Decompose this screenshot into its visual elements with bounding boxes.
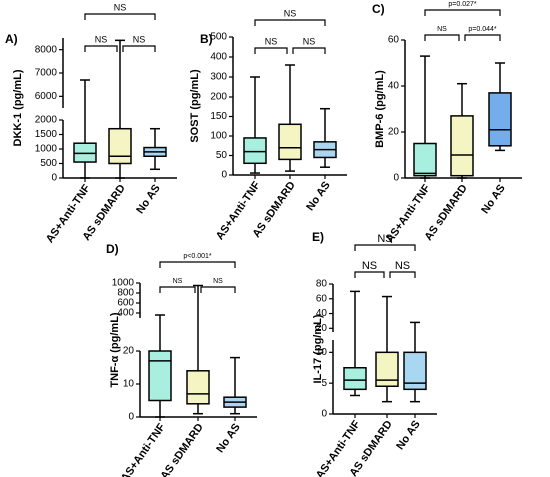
significance-bracket <box>254 19 326 26</box>
y-tick-label: 20 <box>123 346 135 357</box>
y-axis-label: TNF-α (pg/mL) <box>109 312 121 388</box>
box <box>343 367 367 391</box>
y-tick-label: 60 <box>388 35 400 46</box>
y-tick-label: 8000 <box>35 44 58 55</box>
y-tick-label: 500 <box>40 158 57 169</box>
significance-bracket <box>424 9 501 16</box>
y-tick-label: 50 <box>216 150 228 161</box>
y-tick-label: 6000 <box>35 91 58 102</box>
panel-label: A) <box>5 32 18 46</box>
panel-label: B) <box>200 32 213 46</box>
significance-label: p=0.044* <box>468 26 496 33</box>
significance-bracket <box>159 286 196 293</box>
y-tick-label: 1500 <box>35 129 58 140</box>
y-tick-label: 0 <box>221 170 227 181</box>
panel-label: D) <box>106 242 119 256</box>
y-tick-label: 300 <box>210 72 227 83</box>
x-tick-label: No AS <box>214 422 243 456</box>
y-tick-label: 20 <box>316 323 328 334</box>
y-tick-label: 400 <box>117 308 134 319</box>
significance-label: p=0.027* <box>448 1 476 8</box>
significance-bracket <box>354 244 416 251</box>
significance-bracket <box>159 261 236 268</box>
significance-bracket <box>122 45 156 52</box>
y-tick-label: 40 <box>316 308 328 319</box>
significance-bracket <box>292 47 326 54</box>
box <box>278 123 302 161</box>
significance-label: NS <box>213 278 223 285</box>
y-tick-label: 7000 <box>35 68 58 79</box>
y-tick-label: 800 <box>117 288 134 299</box>
box <box>403 351 427 391</box>
y-tick-label: 5 <box>321 378 327 389</box>
significance-label: NS <box>114 2 127 12</box>
box <box>375 351 399 388</box>
significance-bracket <box>389 271 416 278</box>
significance-label: NS <box>437 26 447 33</box>
significance-bracket <box>200 286 236 293</box>
significance-label: p<0.001* <box>183 253 211 260</box>
y-tick-label: 200 <box>210 92 227 103</box>
significance-label: NS <box>377 233 392 245</box>
significance-label: NS <box>265 36 278 46</box>
significance-label: NS <box>303 36 316 46</box>
box <box>413 142 437 177</box>
x-tick-label: No AS <box>394 419 423 453</box>
y-axis-label: BMP-6 (pg/mL) <box>374 70 386 148</box>
x-tick-label: No AS <box>479 183 508 217</box>
x-tick-label: No AS <box>134 183 163 217</box>
significance-label: NS <box>284 8 297 18</box>
y-tick-label: 600 <box>117 298 134 309</box>
y-tick-label: 0 <box>393 173 399 184</box>
x-tick-label: AS+Anti-TNF <box>119 421 168 477</box>
y-tick-label: 1000 <box>112 278 135 289</box>
y-tick-label: 2000 <box>35 115 58 126</box>
significance-label: NS <box>173 278 183 285</box>
significance-label: NS <box>133 34 146 44</box>
significance-label: NS <box>395 260 410 272</box>
box <box>450 115 474 177</box>
y-axis-label: IL-17 (pg/mL) <box>312 314 324 383</box>
y-tick-label: 0 <box>51 173 57 184</box>
box <box>186 370 210 405</box>
y-axis-label: SOST (pg/mL) <box>189 69 201 143</box>
y-axis-label: DKK-1 (pg/mL) <box>12 69 24 146</box>
significance-bracket <box>254 47 288 54</box>
y-tick-label: 100 <box>210 131 227 142</box>
y-tick-label: 10 <box>316 347 328 358</box>
y-tick-label: 400 <box>210 52 227 63</box>
panel-label: E) <box>312 230 324 244</box>
y-tick-label: 0 <box>321 409 327 420</box>
y-tick-label: 10 <box>123 379 135 390</box>
significance-label: NS <box>95 34 108 44</box>
significance-bracket <box>84 13 156 20</box>
box <box>488 92 512 147</box>
y-tick-label: 150 <box>210 111 227 122</box>
y-tick-label: 40 <box>388 81 400 92</box>
significance-bracket <box>424 34 460 41</box>
y-tick-label: 60 <box>316 293 328 304</box>
significance-label: NS <box>362 260 377 272</box>
y-tick-label: 1000 <box>35 144 58 155</box>
y-tick-label: 20 <box>388 127 400 138</box>
y-tick-label: 500 <box>210 32 227 43</box>
significance-bracket <box>354 271 385 278</box>
y-tick-label: 80 <box>316 279 328 290</box>
box <box>108 127 132 165</box>
panel-label: C) <box>372 2 385 16</box>
box <box>243 137 267 165</box>
x-tick-label: No AS <box>304 180 333 214</box>
box <box>148 350 172 402</box>
significance-bracket <box>464 34 501 41</box>
significance-bracket <box>84 45 118 52</box>
y-tick-label: 0 <box>128 412 134 423</box>
